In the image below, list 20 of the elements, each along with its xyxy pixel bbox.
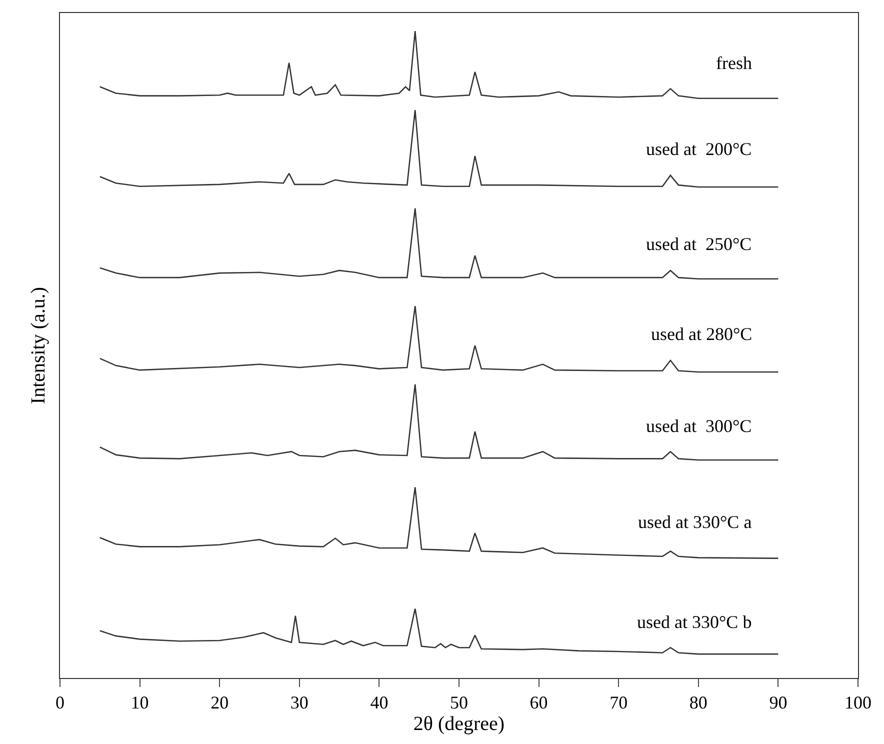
x-tick-label: 10 xyxy=(130,692,149,713)
series-label: used at 330°C a xyxy=(638,512,752,532)
x-tick-label: 30 xyxy=(290,692,308,713)
y-axis-title: Intensity (a.u.) xyxy=(28,286,50,404)
series-label: used at 280°C xyxy=(651,324,752,344)
x-tick-label: 90 xyxy=(769,692,788,713)
series-label: used at 330°C b xyxy=(637,612,752,632)
x-tick-label: 100 xyxy=(844,692,872,713)
series-label: used at 250°C xyxy=(646,234,752,254)
x-tick-label: 70 xyxy=(610,692,628,713)
x-tick-label: 20 xyxy=(210,692,229,713)
series-label: fresh xyxy=(716,53,752,73)
x-tick-label: 60 xyxy=(530,692,548,713)
x-tick-label: 40 xyxy=(370,692,388,713)
x-tick-label: 0 xyxy=(56,692,64,713)
x-axis-title: 2θ (degree) xyxy=(413,713,505,736)
series-label: used at 300°C xyxy=(646,416,752,436)
x-tick-label: 50 xyxy=(450,692,468,713)
series-label: used at 200°C xyxy=(646,139,752,159)
x-tick-label: 80 xyxy=(689,692,708,713)
